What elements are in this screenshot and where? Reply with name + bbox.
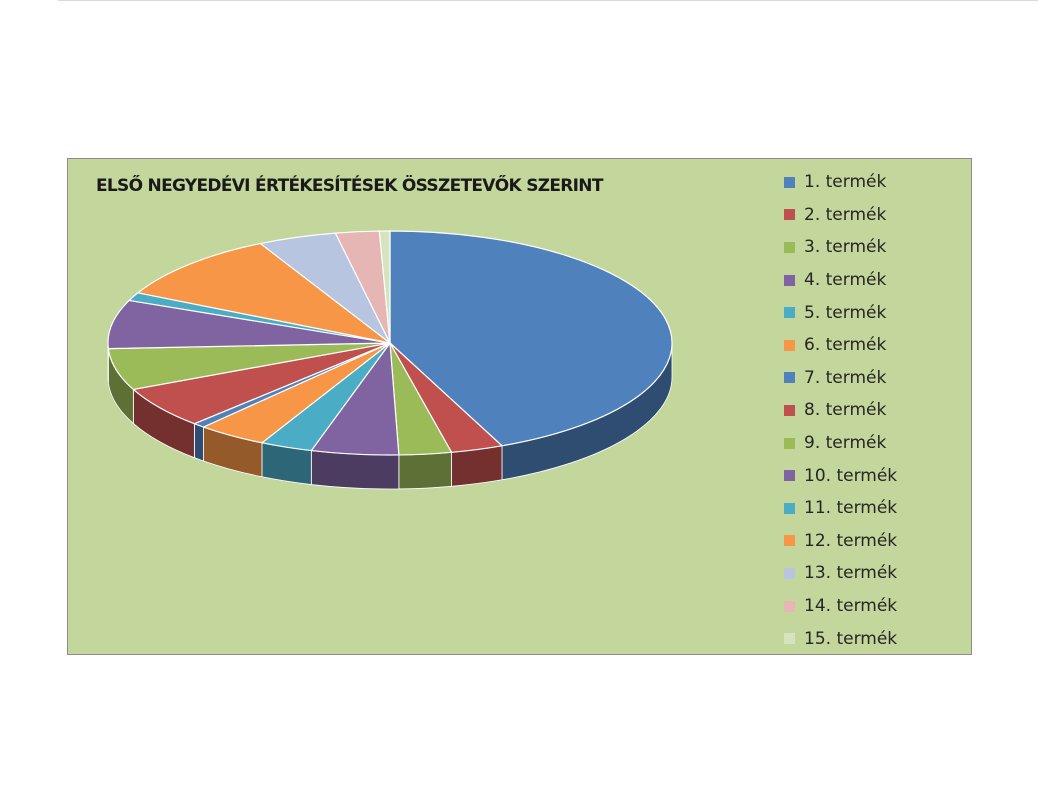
legend-swatch (784, 567, 795, 579)
legend-label: 10. termék (804, 465, 898, 486)
chart-title: ELSŐ NEGYEDÉVI ÉRTÉKESÍTÉSEK ÖSSZETEVŐK … (96, 176, 603, 196)
legend-item-8: 8. termék (784, 394, 964, 427)
legend-item-3: 3. termék (784, 231, 964, 264)
pie-slice-side-4 (310, 450, 400, 490)
legend-label: 12. termék (804, 530, 898, 551)
legend-swatch (784, 535, 795, 547)
pie-slice-15[interactable] (378, 230, 391, 344)
legend-item-5: 5. termék (784, 296, 964, 329)
legend-item-7: 7. termék (784, 362, 964, 395)
pie-side-walls (107, 342, 673, 490)
legend-item-4: 4. termék (784, 264, 964, 297)
legend-label: 15. termék (804, 628, 898, 649)
legend-label: 13. termék (804, 563, 898, 584)
pie-slice-side-3 (398, 451, 452, 490)
legend-swatch (784, 633, 795, 645)
legend-swatch (784, 470, 795, 482)
legend-swatch (784, 600, 795, 612)
legend-swatch (784, 307, 795, 319)
legend-item-14: 14. termék (784, 590, 964, 623)
legend-item-1: 1. termék (784, 166, 964, 199)
pie-chart-area: ELSŐ NEGYEDÉVI ÉRTÉKESÍTÉSEK ÖSSZETEVŐK … (67, 158, 972, 655)
legend-label: 2. termék (804, 204, 887, 225)
legend-label: 3. termék (804, 237, 887, 258)
legend-label: 1. termék (804, 172, 887, 193)
legend-swatch (784, 502, 795, 514)
legend-swatch (784, 241, 795, 253)
legend-label: 4. termék (804, 270, 887, 291)
legend-label: 6. termék (804, 335, 887, 356)
legend-item-11: 11. termék (784, 492, 964, 525)
legend-item-10: 10. termék (784, 459, 964, 492)
legend-label: 14. termék (804, 596, 898, 617)
legend-item-9: 9. termék (784, 427, 964, 460)
legend-swatch (784, 404, 795, 416)
legend-label: 8. termék (804, 400, 887, 421)
legend-swatch (784, 372, 795, 384)
legend-swatch (784, 339, 795, 351)
legend-item-13: 13. termék (784, 557, 964, 590)
pie-slice-1[interactable] (389, 230, 673, 447)
legend-item-12: 12. termék (784, 525, 964, 558)
legend-swatch (784, 274, 795, 286)
pie-top-faces (107, 230, 673, 456)
legend-label: 9. termék (804, 433, 887, 454)
chart-legend: 1. termék 2. termék 3. termék 4. termék 5. t… (784, 166, 964, 654)
pie-slice-side-7 (193, 423, 204, 462)
pie-slice-12[interactable] (137, 242, 391, 344)
legend-label: 11. termék (804, 498, 898, 519)
pie-plot (107, 230, 673, 490)
legend-item-6: 6. termék (784, 329, 964, 362)
legend-item-15: 15. termék (784, 622, 964, 654)
legend-swatch (784, 176, 795, 188)
legend-label: 5. termék (804, 302, 887, 323)
legend-swatch (784, 209, 795, 221)
page-top-divider (58, 0, 1038, 1)
legend-label: 7. termék (804, 367, 887, 388)
pie-slice-10[interactable] (107, 299, 391, 350)
legend-swatch (784, 437, 795, 449)
legend-item-2: 2. termék (784, 199, 964, 232)
